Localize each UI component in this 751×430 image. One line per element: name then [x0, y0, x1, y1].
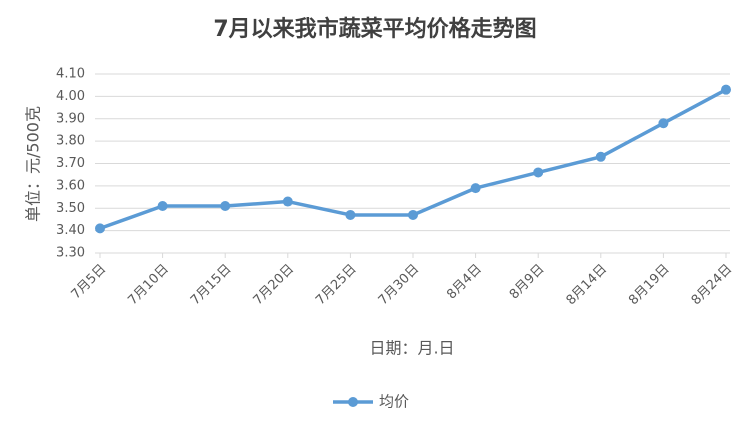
y-tick-label: 4.10 — [56, 67, 85, 82]
x-tick-label: 8月14日 — [564, 262, 611, 309]
x-axis-title: 日期：月.日 — [369, 339, 454, 358]
x-tick-label: 8月19日 — [626, 262, 673, 309]
y-axis-title: 单位：元/500克 — [24, 106, 43, 222]
data-point — [470, 183, 481, 194]
y-tick-label: 3.40 — [56, 223, 85, 238]
data-point — [220, 201, 231, 212]
x-tick-label: 7月30日 — [376, 262, 423, 309]
data-point — [658, 118, 669, 129]
data-point — [282, 196, 293, 207]
y-tick-label: 3.80 — [56, 134, 85, 149]
x-tick-label: 7月15日 — [188, 262, 235, 309]
x-tick-label: 7月10日 — [125, 262, 172, 309]
x-tick-label: 8月9日 — [507, 262, 548, 303]
x-tick-label: 7月25日 — [313, 262, 360, 309]
data-point — [95, 223, 105, 234]
y-tick-label: 4.00 — [56, 89, 85, 104]
data-point — [595, 151, 606, 162]
legend-marker — [348, 397, 358, 407]
x-tick-label: 7月20日 — [251, 262, 298, 309]
y-tick-label: 3.30 — [56, 246, 85, 261]
data-point — [721, 84, 731, 95]
x-tick-label: 7月5日 — [69, 262, 110, 303]
data-point — [157, 201, 168, 212]
data-point — [345, 209, 356, 220]
y-tick-label: 3.60 — [56, 178, 85, 193]
x-tick-label: 8月4日 — [444, 262, 485, 303]
y-tick-label: 3.90 — [56, 111, 85, 126]
x-tick-label: 8月24日 — [689, 262, 736, 309]
series-line — [99, 88, 727, 231]
chart-title: 7月以来我市蔬菜平均价格走势图 — [213, 16, 536, 42]
y-tick-label: 3.50 — [56, 201, 85, 216]
data-point — [533, 167, 544, 178]
y-tick-label: 3.70 — [56, 156, 85, 171]
legend-label: 均价 — [379, 393, 409, 411]
data-point — [408, 209, 418, 220]
